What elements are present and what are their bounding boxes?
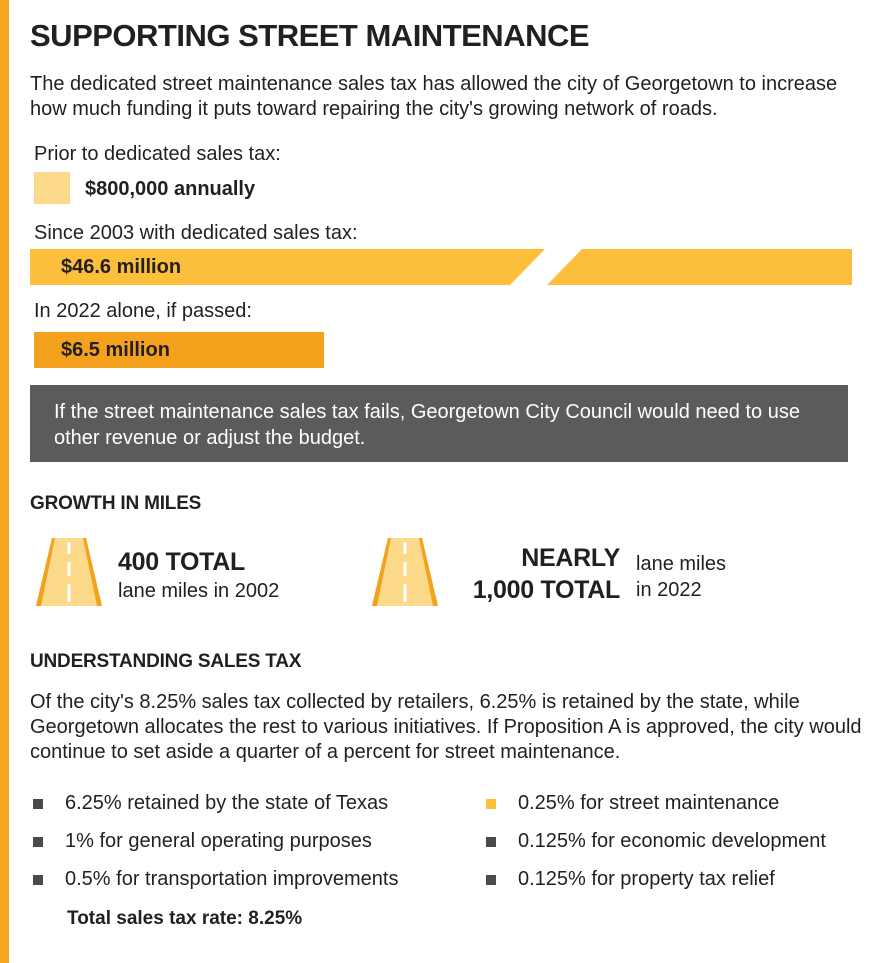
bar-label-prior: Prior to dedicated sales tax:: [34, 143, 281, 165]
tax-item-highlight: 0.25% for street maintenance: [518, 792, 780, 814]
bullet-icon: [33, 875, 43, 885]
tax-item: 1% for general operating purposes: [65, 830, 372, 852]
bar-segment-right: [547, 249, 852, 285]
tax-item: 0.5% for transportation improvements: [65, 868, 399, 890]
page-title: SUPPORTING STREET MAINTENANCE: [30, 18, 590, 53]
growth-2002-total: 400 TOTAL: [118, 548, 245, 576]
growth-2022-nearly: NEARLY: [521, 544, 620, 572]
tax-item: 0.125% for property tax relief: [518, 868, 775, 890]
bar-since-2003: [30, 249, 852, 285]
bullet-icon: [486, 837, 496, 847]
callout-box: If the street maintenance sales tax fail…: [30, 385, 848, 462]
intro-text: The dedicated street maintenance sales t…: [30, 73, 838, 120]
total-rate: Total sales tax rate: 8.25%: [67, 908, 303, 929]
callout-text: If the street maintenance sales tax fail…: [54, 401, 800, 449]
bar-label-2022: In 2022 alone, if passed:: [34, 300, 252, 322]
accent-rule: [0, 0, 9, 963]
growth-2022-total: 1,000 TOTAL: [472, 576, 621, 604]
growth-2022-sub-line1: lane miles: [636, 553, 727, 575]
growth-2022-sub-line2: in 2022: [636, 579, 702, 601]
bullet-icon: [33, 799, 43, 809]
growth-2002-sub: lane miles in 2002: [118, 580, 280, 602]
bullet-icon: [486, 875, 496, 885]
road-icon: [372, 538, 438, 606]
sales-tax-paragraph: Of the city's 8.25% sales tax collected …: [30, 691, 862, 763]
bar-value-2022: $6.5 million: [61, 339, 170, 361]
bar-2022: [34, 332, 324, 368]
sales-tax-heading: UNDERSTANDING SALES TAX: [30, 651, 302, 672]
bar-value-since-2003: $46.6 million: [61, 256, 182, 278]
growth-heading: GROWTH IN MILES: [30, 493, 202, 514]
road-icon: [36, 538, 102, 606]
bullet-icon: [33, 837, 43, 847]
bar-value-prior: $800,000 annually: [85, 178, 256, 200]
bar-label-since-2003: Since 2003 with dedicated sales tax:: [34, 222, 358, 244]
bar-prior: [34, 172, 70, 204]
tax-item: 0.125% for economic development: [518, 830, 826, 852]
bar-segment-left: [30, 249, 545, 285]
tax-item: 6.25% retained by the state of Texas: [65, 792, 389, 814]
bullet-highlight-icon: [486, 799, 496, 809]
